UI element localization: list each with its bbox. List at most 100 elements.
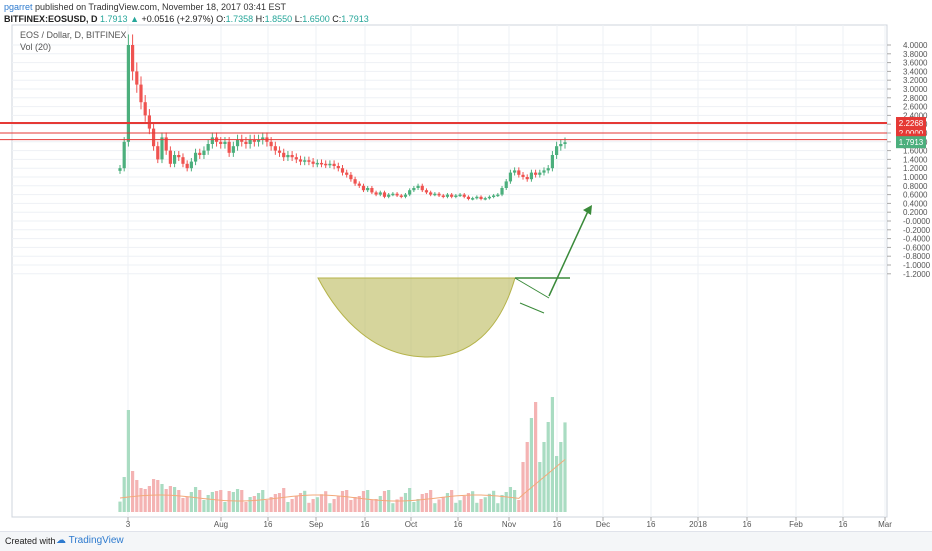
volume-bar bbox=[282, 488, 286, 512]
publish-line: pgarret published on TradingView.com, No… bbox=[4, 2, 286, 12]
volume-bar bbox=[563, 422, 567, 512]
volume-bar bbox=[189, 492, 193, 512]
arrow-head-icon bbox=[583, 205, 592, 215]
low-value: 1.6500 bbox=[302, 14, 330, 24]
low-label: L: bbox=[294, 14, 303, 24]
candle-body bbox=[231, 146, 235, 153]
candle-body bbox=[135, 71, 139, 85]
volume-bar bbox=[303, 490, 307, 512]
price-tick-label: -0.4000 bbox=[903, 235, 931, 244]
volume-bar bbox=[496, 503, 500, 512]
candle-body bbox=[324, 163, 328, 166]
time-axis[interactable]: 3 Aug 16 Sep 16 Oct 16 Nov 16 Dec 16 2018 16 Feb 16 Mar bbox=[126, 517, 892, 529]
volume-bar bbox=[198, 490, 202, 512]
symbol-label: BITFINEX:EOSUSD, D bbox=[4, 14, 98, 24]
volume-bar bbox=[366, 490, 370, 512]
price-tick-label: 2.6000 bbox=[903, 103, 928, 112]
price-tick-label: 3.4000 bbox=[903, 67, 928, 76]
price-tick-label: 0.8000 bbox=[903, 182, 928, 191]
price-tick-label: 3.8000 bbox=[903, 50, 928, 59]
volume-bar bbox=[445, 493, 450, 512]
volume-bar bbox=[319, 494, 324, 512]
volume-bar bbox=[277, 493, 282, 512]
candle-body bbox=[361, 185, 366, 191]
price-tick-label: -1.0000 bbox=[903, 261, 931, 270]
price-tick-label: 0.4000 bbox=[903, 199, 928, 208]
price-tick-label: 1.4000 bbox=[903, 155, 928, 164]
price-chart[interactable]: 4.00003.80003.60003.40003.20003.00002.80… bbox=[0, 0, 932, 531]
candle-body bbox=[391, 193, 395, 196]
created-with-text: Created with bbox=[5, 536, 56, 546]
candle-body bbox=[353, 179, 357, 184]
plot-area[interactable] bbox=[11, 24, 888, 518]
price-tick-label: 3.6000 bbox=[903, 59, 928, 68]
volume-bar bbox=[538, 462, 542, 512]
price-label-badge bbox=[896, 136, 926, 149]
volume-bar bbox=[508, 487, 513, 512]
tradingview-logo-icon[interactable]: ☁ TradingView bbox=[56, 535, 124, 546]
price-axis[interactable]: 4.00003.80003.60003.40003.20003.00002.80… bbox=[887, 41, 931, 279]
candle-body bbox=[298, 159, 303, 162]
candle-body bbox=[412, 188, 416, 191]
volume-bar bbox=[487, 493, 492, 512]
candle-body bbox=[177, 155, 181, 158]
time-tick-label: 16 bbox=[647, 520, 656, 529]
time-tick-label: 16 bbox=[743, 520, 752, 529]
price-tick-label: -0.6000 bbox=[903, 243, 931, 252]
volume-bar bbox=[345, 490, 349, 512]
candle-body bbox=[164, 137, 168, 151]
volume-bar bbox=[256, 493, 261, 512]
volume-bar bbox=[231, 492, 235, 512]
candle-body bbox=[441, 195, 445, 197]
candle-body bbox=[483, 198, 487, 200]
price-tick-label: 1.0000 bbox=[903, 173, 928, 182]
volume-bar bbox=[143, 489, 147, 512]
candle-body bbox=[437, 193, 441, 196]
volume-bar bbox=[437, 499, 441, 512]
candle-body bbox=[504, 181, 508, 188]
handle-upper-line[interactable] bbox=[514, 277, 550, 299]
volume-bar bbox=[433, 503, 437, 512]
open-label: O: bbox=[216, 14, 226, 24]
candle-body bbox=[147, 115, 151, 129]
candles bbox=[118, 34, 567, 201]
candle-body bbox=[492, 195, 496, 197]
volume-bar bbox=[336, 496, 340, 512]
price-tick-label: -0.2000 bbox=[903, 226, 931, 235]
volume-bar bbox=[214, 491, 219, 512]
candle-body bbox=[311, 161, 315, 164]
volume-bar bbox=[534, 402, 538, 512]
volume-bar bbox=[298, 493, 303, 512]
candle-body bbox=[244, 141, 248, 144]
volume-bar bbox=[181, 498, 185, 512]
author-link[interactable]: pgarret bbox=[4, 2, 33, 12]
volume-bar bbox=[223, 502, 227, 512]
volume-bar bbox=[424, 493, 429, 512]
volume-bar bbox=[382, 491, 387, 512]
volume-bar bbox=[349, 500, 353, 512]
series-legend: EOS / Dollar, D, BITFINEX bbox=[20, 30, 127, 40]
volume-bar bbox=[122, 477, 126, 512]
candle-body bbox=[559, 144, 563, 147]
candle-body bbox=[487, 196, 492, 199]
candle-body bbox=[240, 139, 244, 142]
high-label: H: bbox=[255, 14, 265, 24]
publish-text: published on TradingView.com, November 1… bbox=[35, 2, 287, 12]
volume-bar bbox=[177, 490, 181, 512]
breakout-arrow[interactable] bbox=[548, 208, 590, 297]
volume-bar bbox=[466, 493, 471, 512]
candle-body bbox=[424, 190, 429, 193]
candle-body bbox=[235, 139, 240, 147]
candle-body bbox=[508, 172, 513, 182]
volume-bar bbox=[324, 491, 328, 512]
volume-bar bbox=[265, 500, 269, 512]
candle-body bbox=[256, 139, 261, 142]
cup-pattern bbox=[317, 277, 516, 358]
volume-bar bbox=[130, 471, 135, 512]
volume-bar bbox=[227, 491, 231, 512]
handle-lower-line[interactable] bbox=[519, 302, 545, 314]
volume-bar bbox=[492, 490, 496, 512]
candle-body bbox=[479, 196, 483, 199]
candle-body bbox=[408, 190, 412, 195]
volume-bar bbox=[168, 486, 172, 512]
